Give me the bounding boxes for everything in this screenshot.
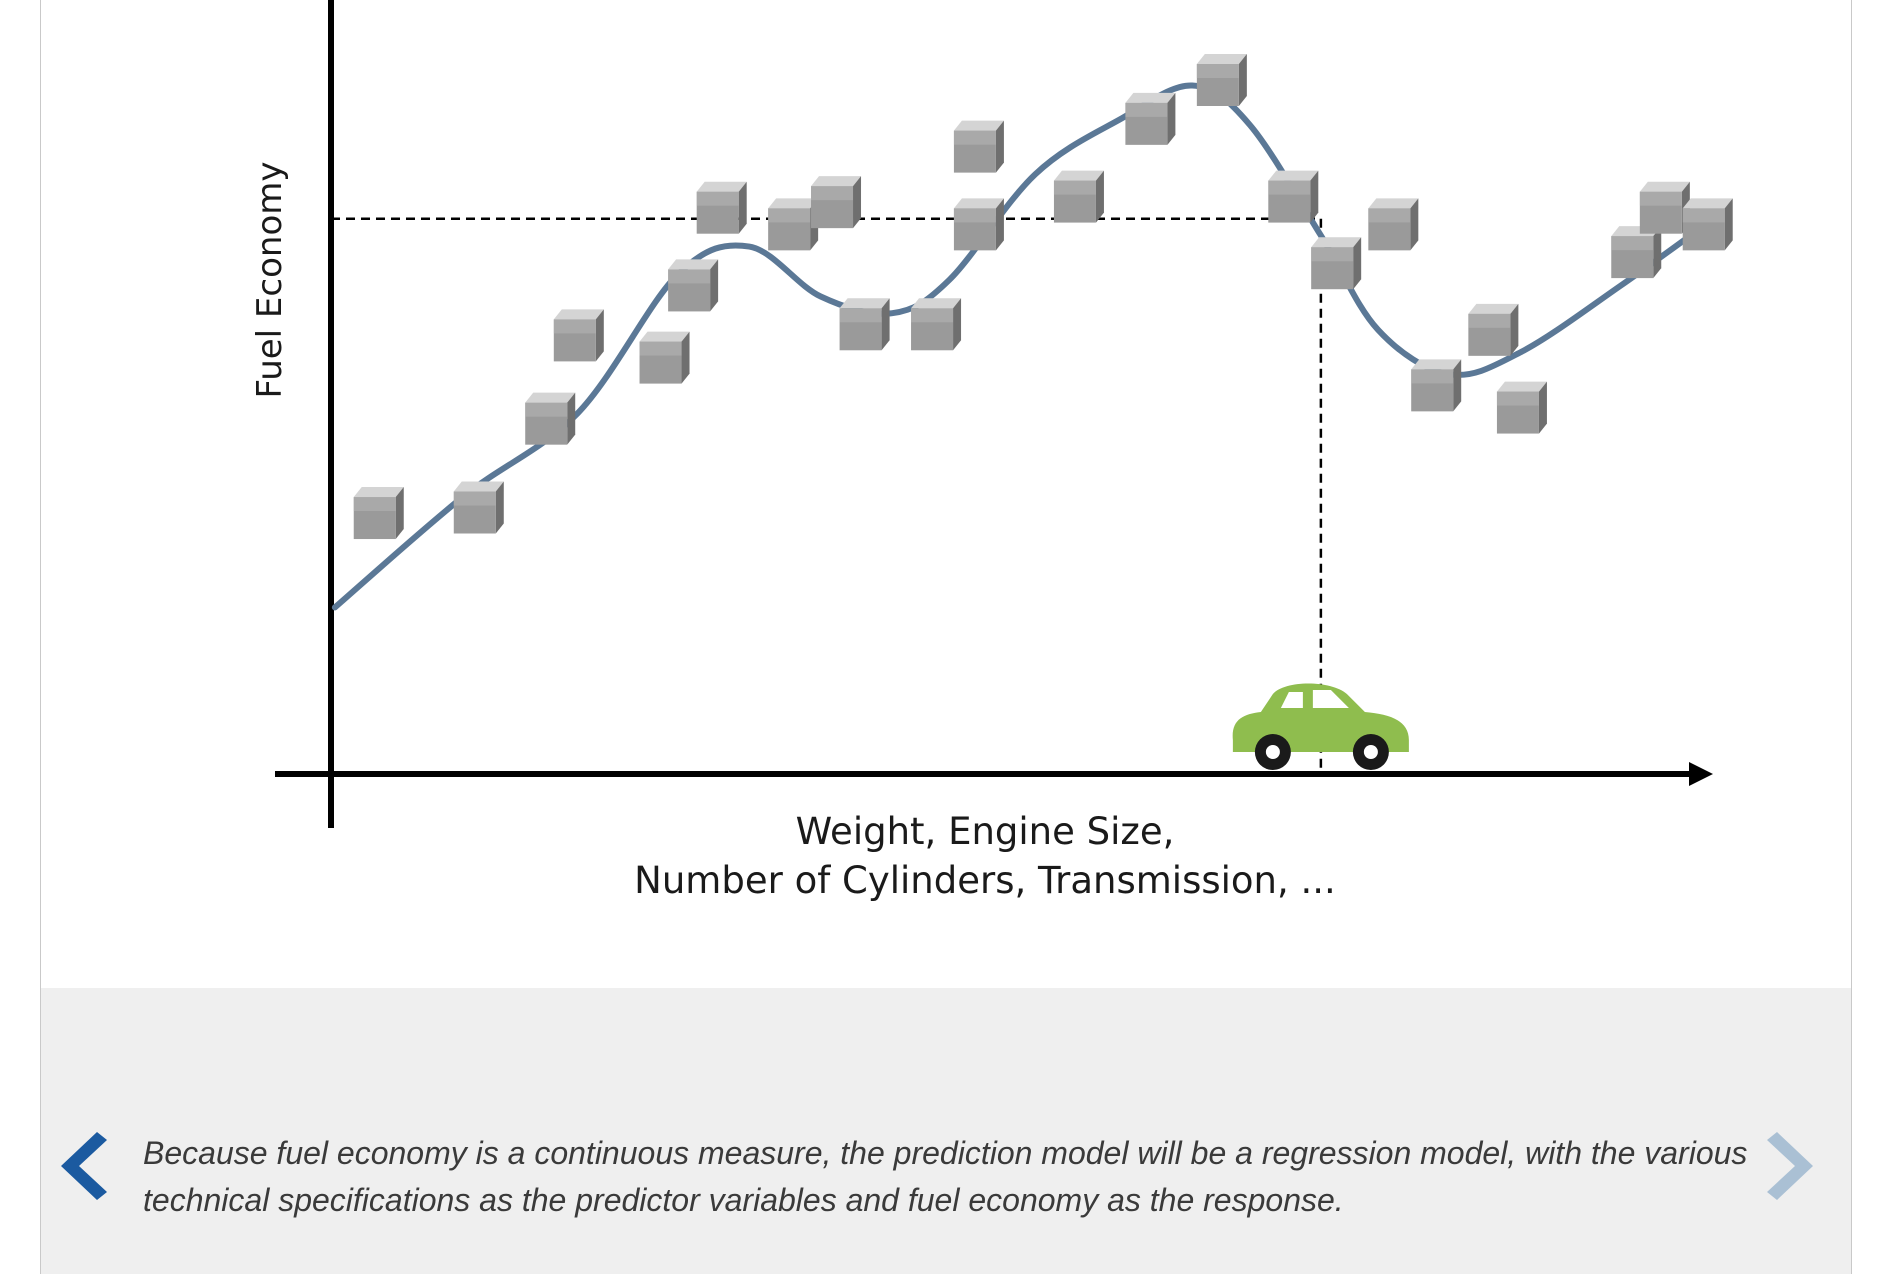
fuel-economy-chart: Fuel Economy Weight, Engine Size, Number… xyxy=(250,0,1733,902)
x-axis-arrowhead xyxy=(1689,762,1713,786)
x-axis-label-line-2: Number of Cylinders, Transmission, ... xyxy=(634,859,1336,902)
chevron-left-icon xyxy=(61,1132,107,1200)
data-point-cube xyxy=(453,481,504,534)
data-point-cube xyxy=(1368,198,1419,251)
data-point-cube xyxy=(353,487,404,540)
data-point-cube xyxy=(1196,54,1247,106)
caption-text: Because fuel economy is a continuous mea… xyxy=(143,1135,1748,1218)
data-point-cube xyxy=(553,309,604,362)
y-axis-label: Fuel Economy xyxy=(250,162,290,399)
data-point-cube xyxy=(1468,303,1519,356)
data-point-cube xyxy=(811,176,862,229)
data-point-cube xyxy=(525,392,576,445)
data-point-cube xyxy=(839,298,890,351)
slide-frame: Fuel Economy Weight, Engine Size, Number… xyxy=(40,0,1852,1274)
data-point-cube xyxy=(696,181,747,234)
regression-figure: Fuel Economy Weight, Engine Size, Number… xyxy=(41,0,1853,988)
data-point-cube xyxy=(1496,381,1547,434)
data-point-cube xyxy=(668,259,719,312)
data-point-cube xyxy=(1125,92,1176,145)
data-point-cube xyxy=(639,331,690,384)
previous-button[interactable] xyxy=(53,1126,113,1206)
car-icon xyxy=(1232,683,1409,770)
data-point-cube xyxy=(1682,198,1733,251)
data-point-cube xyxy=(911,298,962,351)
data-point-cube xyxy=(1639,181,1690,234)
data-point-cube xyxy=(953,198,1004,251)
data-point-cube xyxy=(1611,226,1662,279)
data-point-cube xyxy=(1411,359,1462,412)
next-button[interactable] xyxy=(1761,1126,1821,1206)
caption-panel: Because fuel economy is a continuous mea… xyxy=(41,988,1851,1274)
data-point-cube xyxy=(1311,237,1362,290)
data-point-cube xyxy=(1268,170,1319,223)
data-point-cube xyxy=(768,198,819,251)
data-point-cube xyxy=(953,120,1004,173)
x-axis-label-line-1: Weight, Engine Size, xyxy=(796,810,1175,853)
chevron-right-icon xyxy=(1767,1132,1813,1200)
data-point-cube xyxy=(1053,170,1104,223)
